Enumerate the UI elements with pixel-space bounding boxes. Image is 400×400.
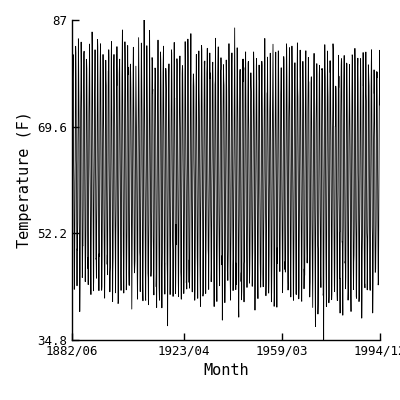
Y-axis label: Temperature (F): Temperature (F) <box>16 112 32 248</box>
X-axis label: Month: Month <box>203 364 249 378</box>
